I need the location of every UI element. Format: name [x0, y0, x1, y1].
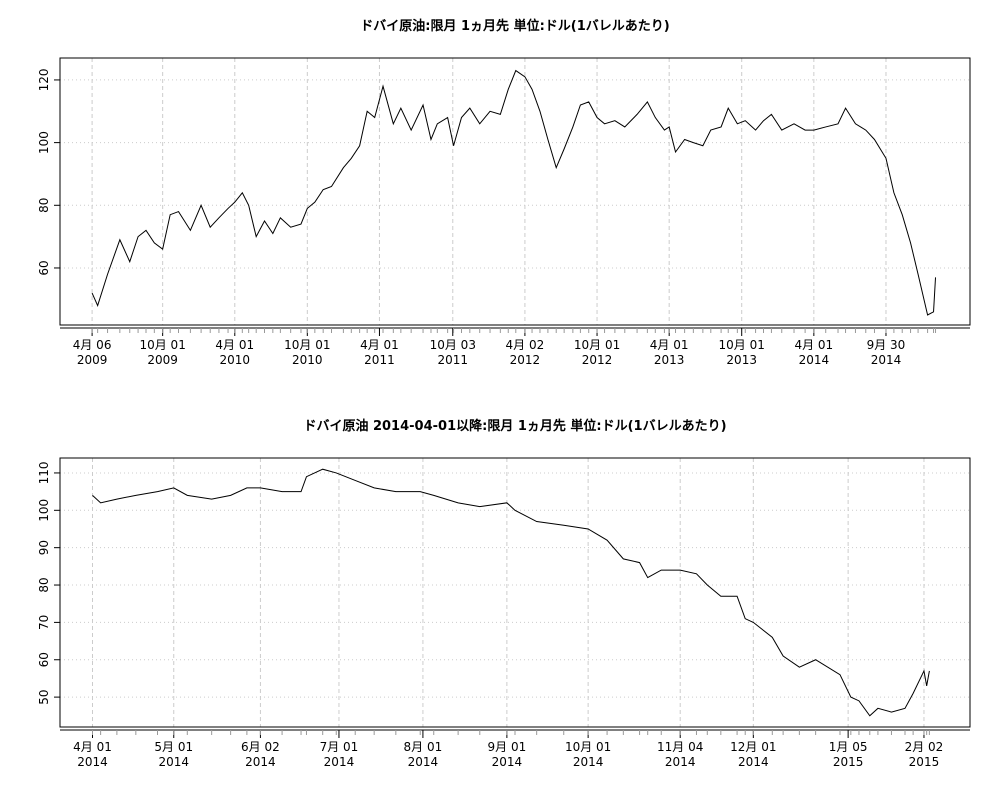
y-tick-label: 60: [37, 260, 51, 275]
x-tick-label: 7月 01: [320, 740, 359, 754]
x-tick-label: 9月 01: [488, 740, 527, 754]
x-tick-label: 2012: [582, 353, 613, 367]
x-tick-label: 2011: [438, 353, 469, 367]
y-tick-label: 80: [37, 198, 51, 213]
x-tick-label: 4月 01: [73, 740, 112, 754]
x-tick-label: 10月 03: [430, 338, 476, 352]
chart-title: ドバイ原油:限月 1ヵ月先 単位:ドル(1バレルあたり): [360, 18, 669, 34]
y-tick-label: 70: [37, 615, 51, 630]
x-tick-label: 4月 01: [215, 338, 254, 352]
x-tick-label: 10月 01: [565, 740, 611, 754]
y-tick-label: 80: [37, 577, 51, 592]
plot-frame: [59, 57, 971, 326]
x-tick-label: 4月 01: [650, 338, 689, 352]
x-tick-label: 2015: [909, 755, 940, 769]
y-tick-label: 60: [37, 652, 51, 667]
y-tick-label: 100: [37, 499, 51, 522]
y-tick-label: 110: [37, 461, 51, 484]
x-tick-label: 2013: [726, 353, 757, 367]
x-tick-label: 2014: [738, 755, 769, 769]
x-tick-label: 2015: [833, 755, 864, 769]
x-tick-label: 10月 01: [719, 338, 765, 352]
x-tick-label: 2009: [77, 353, 108, 367]
plot-frame: [59, 457, 971, 728]
x-tick-label: 2014: [158, 755, 189, 769]
x-tick-label: 4月 02: [506, 338, 545, 352]
y-tick-label: 120: [37, 68, 51, 91]
y-tick-label: 90: [37, 540, 51, 555]
y-tick-label: 100: [37, 131, 51, 154]
x-tick-label: 2月 02: [905, 740, 944, 754]
x-tick-label: 2010: [292, 353, 323, 367]
price-line: [91, 69, 937, 316]
x-tick-label: 2014: [799, 353, 830, 367]
x-tick-label: 2011: [364, 353, 395, 367]
x-tick-label: 4月 01: [794, 338, 833, 352]
y-tick-label: 50: [37, 689, 51, 704]
x-tick-label: 2014: [492, 755, 523, 769]
x-tick-label: 2014: [408, 755, 439, 769]
x-tick-label: 6月 02: [241, 740, 280, 754]
x-tick-label: 2012: [510, 353, 541, 367]
x-tick-label: 2014: [324, 755, 355, 769]
x-tick-label: 10月 01: [139, 338, 185, 352]
x-tick-label: 2013: [654, 353, 685, 367]
x-tick-label: 10月 01: [284, 338, 330, 352]
x-tick-label: 11月 04: [657, 740, 703, 754]
price-line: [92, 468, 930, 717]
x-tick-label: 12月 01: [730, 740, 776, 754]
x-tick-label: 9月 30: [867, 338, 906, 352]
x-tick-label: 2014: [871, 353, 902, 367]
x-tick-label: 2014: [573, 755, 604, 769]
x-tick-label: 2014: [245, 755, 276, 769]
x-tick-label: 2014: [77, 755, 108, 769]
x-tick-label: 4月 01: [360, 338, 399, 352]
x-tick-label: 1月 05: [829, 740, 868, 754]
x-tick-label: 2010: [220, 353, 251, 367]
chart-title: ドバイ原油 2014-04-01以降:限月 1ヵ月先 単位:ドル(1バレルあたり…: [303, 418, 726, 434]
x-tick-label: 2014: [665, 755, 696, 769]
x-tick-label: 8月 01: [404, 740, 443, 754]
x-tick-label: 5月 01: [154, 740, 193, 754]
x-tick-label: 2009: [147, 353, 178, 367]
x-tick-label: 4月 06: [73, 338, 112, 352]
x-tick-label: 10月 01: [574, 338, 620, 352]
